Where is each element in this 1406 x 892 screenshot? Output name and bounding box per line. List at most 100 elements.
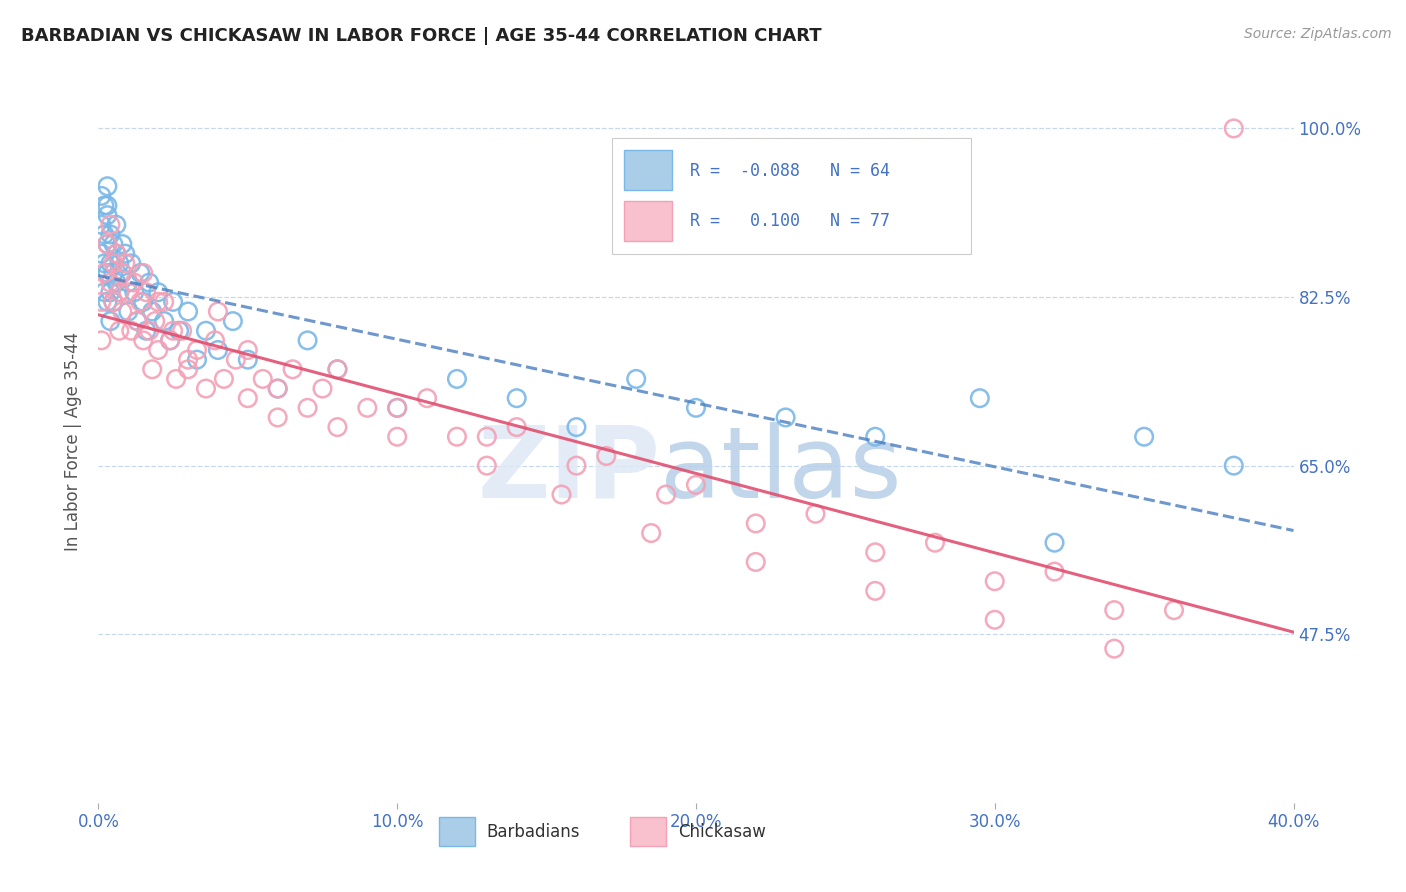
Point xyxy=(108,285,131,300)
Point xyxy=(90,218,112,232)
Point xyxy=(105,276,128,290)
Point xyxy=(90,294,112,309)
Point xyxy=(326,420,349,434)
Text: BARBADIAN VS CHICKASAW IN LABOR FORCE | AGE 35-44 CORRELATION CHART: BARBADIAN VS CHICKASAW IN LABOR FORCE | … xyxy=(21,27,821,45)
Point xyxy=(267,410,290,425)
Point xyxy=(626,372,648,386)
Point xyxy=(108,256,131,270)
Point xyxy=(108,324,131,338)
Bar xyxy=(624,151,672,190)
Point xyxy=(595,449,617,463)
Point xyxy=(90,334,112,348)
Point xyxy=(138,276,160,290)
Point xyxy=(143,314,166,328)
Point xyxy=(177,362,200,376)
Point xyxy=(506,391,529,405)
Point xyxy=(186,352,208,367)
Point xyxy=(204,334,226,348)
Point xyxy=(984,613,1007,627)
Point xyxy=(924,535,946,549)
Point xyxy=(129,294,152,309)
Point xyxy=(1133,430,1156,444)
Text: Chickasaw: Chickasaw xyxy=(678,822,766,840)
Point xyxy=(111,304,134,318)
Point xyxy=(685,401,707,415)
Point xyxy=(96,179,118,194)
Point xyxy=(162,324,184,338)
Point xyxy=(132,334,155,348)
Point xyxy=(1223,121,1246,136)
Point xyxy=(127,314,149,328)
Text: R =   0.100   N = 77: R = 0.100 N = 77 xyxy=(690,212,890,230)
Point xyxy=(177,352,200,367)
Point xyxy=(111,237,134,252)
Point xyxy=(326,362,349,376)
Point xyxy=(1043,535,1066,549)
Point xyxy=(865,583,887,598)
Text: Source: ZipAtlas.com: Source: ZipAtlas.com xyxy=(1244,27,1392,41)
Point xyxy=(103,237,125,252)
Point xyxy=(103,294,125,309)
Point xyxy=(120,256,142,270)
Point xyxy=(93,256,115,270)
Y-axis label: In Labor Force | Age 35-44: In Labor Force | Age 35-44 xyxy=(65,332,83,551)
Point xyxy=(90,189,112,203)
Point xyxy=(114,256,136,270)
Point xyxy=(165,372,187,386)
Point xyxy=(565,458,588,473)
Point xyxy=(195,382,218,396)
Point xyxy=(93,227,115,242)
Point xyxy=(105,246,128,260)
Point xyxy=(745,555,768,569)
Point xyxy=(153,294,176,309)
Point xyxy=(90,246,112,260)
Point xyxy=(124,276,146,290)
Point xyxy=(640,526,662,541)
Point xyxy=(267,382,290,396)
Point xyxy=(135,324,157,338)
Point xyxy=(111,266,134,280)
Point xyxy=(172,324,194,338)
Point xyxy=(93,198,115,212)
Point xyxy=(96,294,118,309)
Point xyxy=(969,391,991,405)
Point xyxy=(446,430,468,444)
Point xyxy=(96,208,118,222)
Point xyxy=(385,430,409,444)
Point xyxy=(475,430,498,444)
Point xyxy=(655,487,678,501)
Point xyxy=(117,304,139,318)
Point xyxy=(141,304,163,318)
Point xyxy=(252,372,274,386)
Point xyxy=(103,266,125,280)
Point xyxy=(96,198,118,212)
Point xyxy=(207,343,229,357)
Point xyxy=(195,324,218,338)
Point xyxy=(550,487,572,501)
Point xyxy=(1104,641,1126,656)
Bar xyxy=(624,201,672,241)
Point xyxy=(267,382,290,396)
Point xyxy=(326,362,349,376)
Point xyxy=(775,410,797,425)
Point xyxy=(93,266,115,280)
Point xyxy=(162,294,184,309)
Point xyxy=(159,334,181,348)
Point xyxy=(177,304,200,318)
Point xyxy=(124,285,146,300)
Point xyxy=(1223,458,1246,473)
Point xyxy=(685,478,707,492)
Text: ZIP: ZIP xyxy=(477,422,661,519)
Point xyxy=(138,324,160,338)
Point xyxy=(105,218,128,232)
Point xyxy=(148,343,170,357)
Point xyxy=(446,372,468,386)
Point xyxy=(356,401,378,415)
Point xyxy=(1043,565,1066,579)
Point xyxy=(153,314,176,328)
Point xyxy=(103,256,125,270)
Bar xyxy=(439,817,475,847)
Point xyxy=(475,458,498,473)
Point xyxy=(506,420,529,434)
Point xyxy=(120,324,142,338)
